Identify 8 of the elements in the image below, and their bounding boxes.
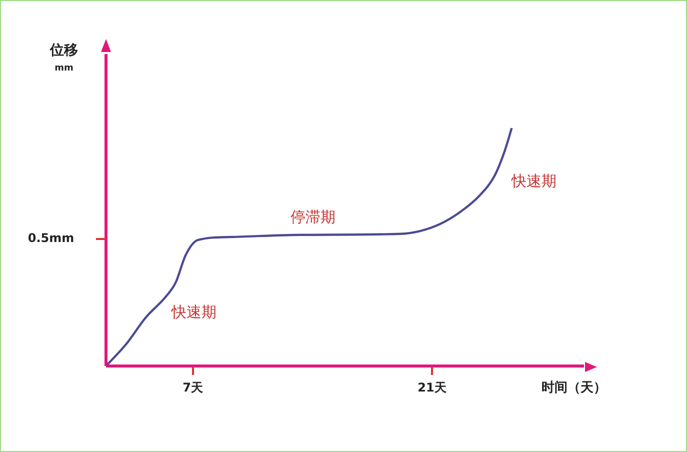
x-tick-label: 7天 [182,380,204,394]
annotation: 停滞期 [290,208,336,226]
y-axis-title: 位移 mm [49,42,78,74]
x-tick-label: 21天 [418,380,448,394]
annotation: 快速期 [170,302,216,321]
x-axis-title: 时间（天） [542,380,606,396]
annotation: 快速期 [510,172,556,190]
text: 0.5mm [28,231,74,246]
